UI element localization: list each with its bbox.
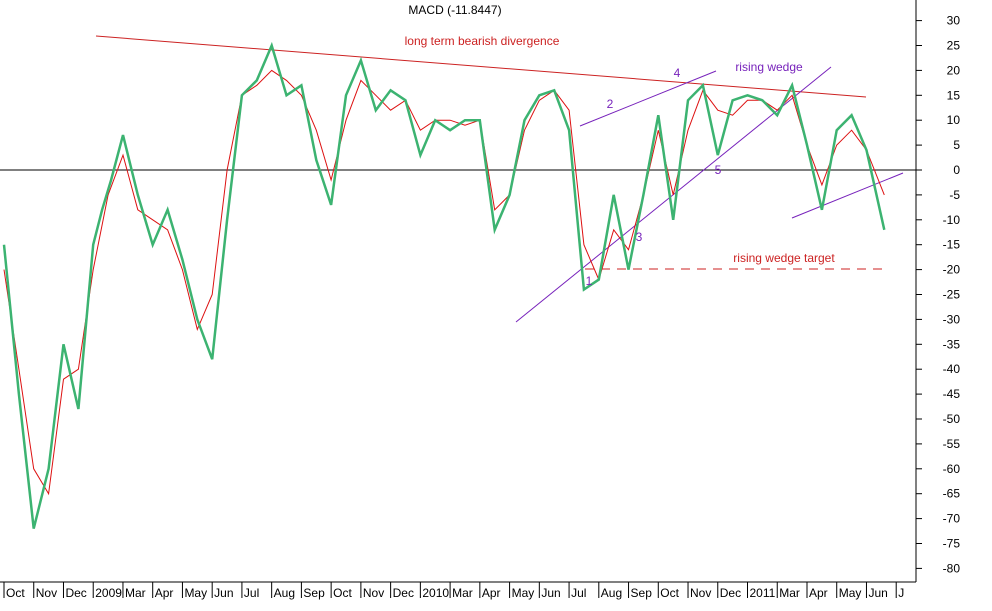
- x-tick-label: May: [839, 586, 862, 600]
- x-tick-label: Apr: [482, 586, 501, 600]
- annotation-lines: [95, 35, 904, 323]
- wedge-point-1: 1: [586, 274, 593, 288]
- x-tick-label: Dec: [393, 586, 414, 600]
- x-tick-label: Jun: [868, 586, 887, 600]
- chart-title: MACD (-11.8447): [408, 3, 501, 17]
- x-tick-label: J: [898, 586, 904, 600]
- y-tick-label: -75: [943, 537, 961, 551]
- x-tick-label: Oct: [6, 586, 25, 600]
- y-tick-label: 25: [947, 39, 961, 53]
- x-tick-label: 2010: [422, 586, 449, 600]
- x-tick-label: Aug: [274, 586, 295, 600]
- x-tick-label: Sep: [303, 586, 325, 600]
- x-tick-label: Mar: [452, 586, 473, 600]
- y-tick-label: 10: [947, 113, 961, 127]
- x-tick-label: Oct: [333, 586, 352, 600]
- rising-wedge-label: rising wedge: [735, 60, 803, 74]
- x-tick-label: Mar: [779, 586, 800, 600]
- x-tick-label: Nov: [363, 586, 384, 600]
- y-tick-label: -10: [943, 213, 961, 227]
- x-tick-label: Nov: [36, 586, 57, 600]
- wedge-point-4: 4: [674, 66, 681, 80]
- x-tick-label: Jul: [244, 586, 259, 600]
- wedge-upper-line: [579, 70, 717, 127]
- x-tick-label: May: [184, 586, 207, 600]
- wedge-point-5: 5: [715, 163, 722, 177]
- x-tick-label: Dec: [720, 586, 741, 600]
- small-wedge-line: [791, 172, 904, 219]
- x-tick-label: Nov: [690, 586, 711, 600]
- y-tick-label: -50: [943, 412, 961, 426]
- y-tick-label: -70: [943, 512, 961, 526]
- y-tick-label: -5: [949, 188, 960, 202]
- macd-series-line: [2, 41, 886, 529]
- y-tick-label: -45: [943, 387, 961, 401]
- x-tick-label: Oct: [660, 586, 679, 600]
- y-tick-label: 5: [953, 138, 960, 152]
- x-tick-label: Jun: [214, 586, 233, 600]
- annotation-labels: long term bearish divergence rising wedg…: [405, 34, 836, 288]
- wedge-point-3: 3: [636, 230, 643, 244]
- y-tick-label: -20: [943, 263, 961, 277]
- x-tick-label: 2011: [750, 586, 776, 600]
- y-tick-label: -30: [943, 312, 961, 326]
- divergence-label: long term bearish divergence: [405, 34, 560, 48]
- bearish-divergence-trendline: [95, 35, 867, 98]
- y-tick-label: -40: [943, 362, 961, 376]
- y-tick-label: 0: [953, 163, 960, 177]
- x-tick-label: Apr: [809, 586, 828, 600]
- y-axis-ticks: 30 25 20 15 10 5 0 -5 -10 -15 -20 -25 -30 -35 -40 -45 -5…: [916, 14, 961, 575]
- y-tick-label: 30: [947, 14, 961, 28]
- y-tick-label: 15: [947, 88, 961, 102]
- y-tick-label: -25: [943, 288, 961, 302]
- x-axis-ticks: Oct Nov Dec 2009 Mar Apr May Jun Jul Aug Sep Oct Nov…: [3, 582, 904, 600]
- y-tick-label: -55: [943, 437, 961, 451]
- x-tick-label: Sep: [631, 586, 653, 600]
- y-tick-label: -35: [943, 337, 961, 351]
- y-tick-label: 20: [947, 63, 961, 77]
- x-tick-label: Aug: [601, 586, 622, 600]
- x-tick-label: Dec: [65, 586, 86, 600]
- x-tick-label: Jun: [541, 586, 560, 600]
- y-tick-label: -15: [943, 238, 961, 252]
- x-tick-label: May: [512, 586, 535, 600]
- y-tick-label: -60: [943, 462, 961, 476]
- x-tick-label: 2009: [95, 586, 122, 600]
- x-tick-label: Mar: [125, 586, 146, 600]
- y-tick-label: -80: [943, 561, 961, 575]
- x-tick-label: Apr: [155, 586, 174, 600]
- x-tick-label: Jul: [571, 586, 586, 600]
- wedge-point-2: 2: [607, 97, 614, 111]
- wedge-target-label: rising wedge target: [733, 251, 835, 265]
- y-tick-label: -65: [943, 487, 961, 501]
- signal-series-line: [3, 69, 885, 496]
